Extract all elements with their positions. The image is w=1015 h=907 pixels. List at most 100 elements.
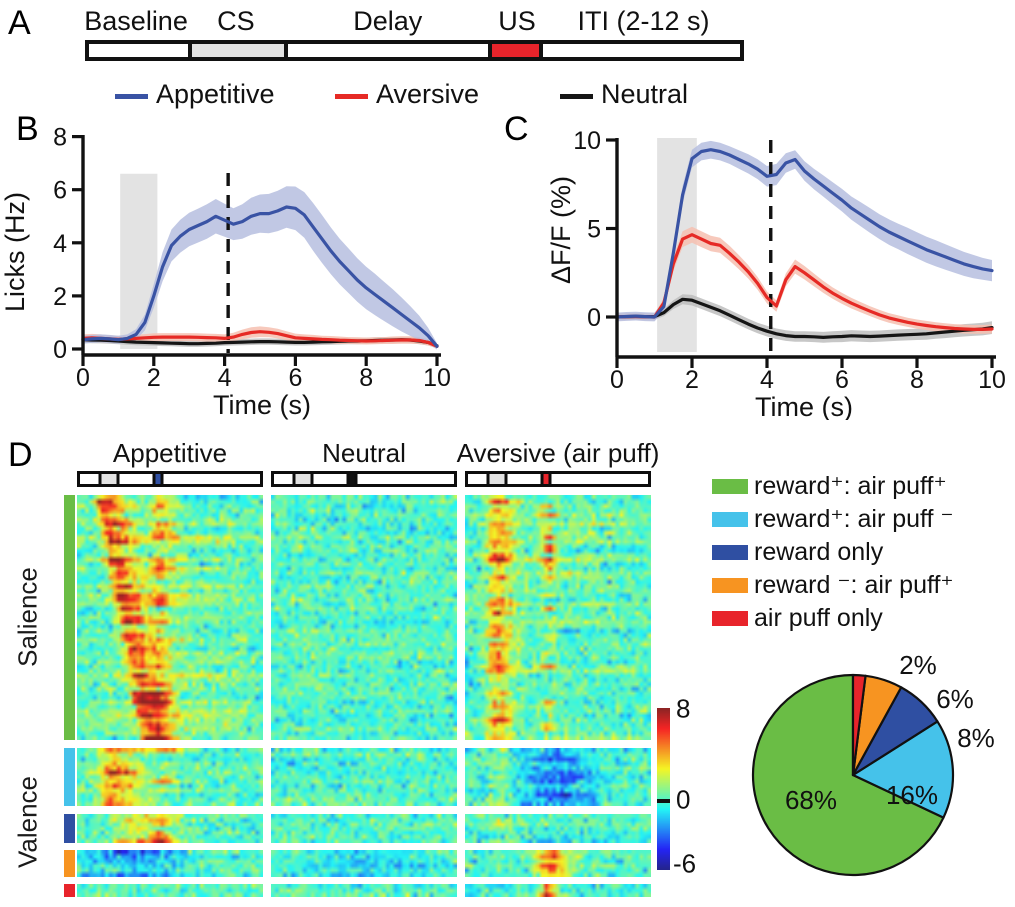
aversive-sem-band xyxy=(83,326,437,349)
x-tick-label: 8 xyxy=(910,366,924,394)
heatmap-aversive-group2 xyxy=(465,814,651,843)
y-tick-label: 0 xyxy=(53,336,67,364)
mini-cs-segment xyxy=(99,474,118,484)
heatmap-neutral-group3 xyxy=(271,850,457,877)
x-tick-label: 4 xyxy=(218,364,232,392)
cs-window-shading xyxy=(120,173,158,349)
mini-bar-divider xyxy=(292,474,296,484)
legend-item-label: reward⁺: air puff⁺ xyxy=(754,472,947,500)
colorbar-tick-label: 8 xyxy=(676,693,691,724)
panel-b-licks-chart: 0 2 4 6 8 10 0 2 4 6 8 Time (s) Licks (Hz) xyxy=(0,124,451,420)
legend-item-label: reward only xyxy=(754,538,884,566)
y-tick-label: 4 xyxy=(53,230,67,258)
row-group-color-bar xyxy=(64,850,75,877)
colorbar-tick-label: 0 xyxy=(676,784,691,815)
heatmap-column-title: Neutral xyxy=(322,438,406,468)
timeline-segment-cs xyxy=(189,44,287,57)
heatmap-appetitive-group2 xyxy=(77,814,263,843)
legend-swatch xyxy=(712,512,748,527)
heatmap-neutral-group2 xyxy=(271,814,457,843)
legend-item-label: reward ⁻: air puff⁺ xyxy=(754,571,954,599)
heatmap-appetitive-group3 xyxy=(77,850,263,877)
pie-slice-reward-air-puff xyxy=(851,720,955,819)
condition-legend-label: Appetitive xyxy=(156,79,275,109)
salience-section-label: Salience xyxy=(12,567,43,667)
y-tick-label: 8 xyxy=(53,124,67,152)
heatmap-column-title: Appetitive xyxy=(112,438,228,468)
pie-percentage-label: 16% xyxy=(886,780,938,810)
row-group-color-bar xyxy=(64,748,75,806)
mini-bar-divider xyxy=(354,474,358,484)
heatmap-column-title: Aversive (air puff) xyxy=(456,438,660,468)
y-tick-label: 2 xyxy=(53,283,67,311)
pie-slice-air-puff-only xyxy=(851,673,867,777)
panel-c-dff-chart: 0 2 4 6 8 10 0 5 10 Time (s) ΔF/F (%) xyxy=(546,127,1006,420)
x-tick-label: 2 xyxy=(147,364,161,392)
legend-line-undefined xyxy=(560,94,593,99)
colorbar-tick-label: -6 xyxy=(673,848,697,879)
timeline-phase-label: US xyxy=(498,6,536,36)
panel-b-label: B xyxy=(16,110,39,148)
aversive-mean-line xyxy=(81,330,439,348)
heatmap-aversive-group3 xyxy=(465,850,651,877)
timeline-divider xyxy=(488,44,493,57)
y-tick-label: 6 xyxy=(53,177,67,205)
legend-swatch xyxy=(712,611,748,626)
mini-bar-divider xyxy=(504,474,508,484)
response-type-pie-chart: 68% 16% 8% 6% 2% xyxy=(751,650,995,877)
panel-a-label: A xyxy=(8,4,31,42)
legend-item-label: reward⁺: air puff ⁻ xyxy=(754,505,954,533)
trial-structure-bar xyxy=(85,40,744,61)
heatmap-aversive-group4 xyxy=(465,884,651,897)
timeline-phase-label: CS xyxy=(217,6,255,36)
timeline-phase-label: Baseline xyxy=(84,6,188,36)
appetitive-sem-band xyxy=(83,186,437,350)
x-axis-title: Time (s) xyxy=(755,392,853,420)
mini-bar-divider xyxy=(152,474,156,484)
x-axis-title: Time (s) xyxy=(213,390,311,420)
mini-us-segment xyxy=(153,474,162,484)
timeline-phase-label: ITI (2-12 s) xyxy=(577,6,710,36)
timeline-divider xyxy=(539,44,544,57)
pie-slice-reward-air-puff xyxy=(751,673,945,877)
pie-percentage-label: 2% xyxy=(899,650,937,680)
heatmap-neutral-group0 xyxy=(271,495,457,740)
condition-legend-label: Neutral xyxy=(601,79,689,109)
x-tick-label: 0 xyxy=(76,364,90,392)
legend-item-label: air puff only xyxy=(754,604,883,632)
mini-bar-divider xyxy=(548,474,552,484)
mini-trial-bar xyxy=(77,471,263,487)
mini-bar-divider xyxy=(98,474,102,484)
x-tick-label: 6 xyxy=(288,364,302,392)
mini-trial-bar xyxy=(465,471,651,487)
heatmap-aversive-group1 xyxy=(465,748,651,806)
mini-us-segment xyxy=(541,474,550,484)
y-tick-label: 5 xyxy=(587,216,601,244)
heatmap-appetitive-group1 xyxy=(77,748,263,806)
appetitive-mean-line xyxy=(81,205,439,348)
x-tick-label: 8 xyxy=(359,364,373,392)
panel-d-label: D xyxy=(8,436,33,474)
heatmap-neutral-group4 xyxy=(271,884,457,897)
x-tick-label: 2 xyxy=(685,366,699,394)
mini-bar-divider xyxy=(310,474,314,484)
timeline-segment-us xyxy=(490,44,542,57)
legend-line-undefined xyxy=(335,94,368,99)
aversive-mean-line xyxy=(615,233,994,331)
y-tick-label: 10 xyxy=(573,127,601,155)
mini-us-segment xyxy=(347,474,356,484)
mini-bar-divider xyxy=(116,474,120,484)
row-group-color-bar xyxy=(64,814,75,843)
mini-trial-bar xyxy=(271,471,457,487)
valence-section-label: Valence xyxy=(12,775,43,869)
heatmap-neutral-group1 xyxy=(271,748,457,806)
appetitive-sem-band xyxy=(617,140,992,322)
pie-percentage-label: 6% xyxy=(936,684,974,714)
mini-bar-divider xyxy=(346,474,350,484)
colorbar-zero-tick xyxy=(657,799,670,803)
x-tick-label: 10 xyxy=(423,364,451,392)
mini-cs-segment xyxy=(293,474,312,484)
x-tick-label: 0 xyxy=(610,366,624,394)
legend-swatch xyxy=(712,545,748,560)
